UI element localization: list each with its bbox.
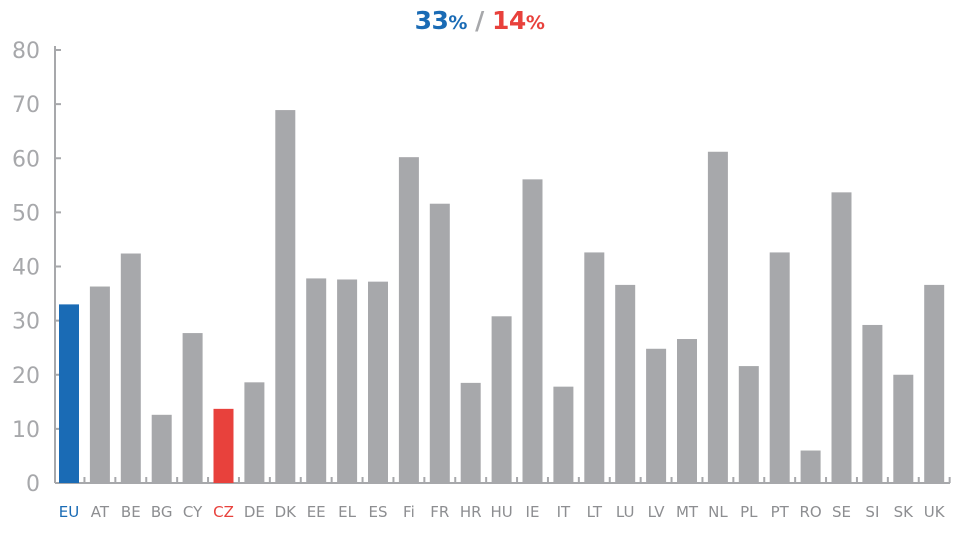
y-tick-label: 0 xyxy=(26,472,40,497)
title-unit-cz: % xyxy=(525,12,545,34)
x-tick-label-mt: MT xyxy=(676,503,699,521)
x-tick-label-cy: CY xyxy=(183,503,203,521)
bar-es xyxy=(368,281,388,483)
bar-uk xyxy=(924,284,945,483)
chart-bars xyxy=(59,110,945,484)
bar-lu xyxy=(615,284,636,483)
x-axis-labels: EU AT BE BG CY CZ DE DK EE EL ES Fi FR HR HU IE IT LT LU LV… xyxy=(59,503,946,521)
x-tick-label-si: SI xyxy=(865,503,879,521)
title-unit-eu: % xyxy=(448,12,467,34)
x-tick-label-lu: LU xyxy=(616,503,635,521)
x-tick-label-at: AT xyxy=(91,503,110,521)
bar-mt xyxy=(677,339,697,483)
x-tick-label-nl: NL xyxy=(708,503,728,521)
x-tick-label-be: BE xyxy=(121,503,141,521)
title-value-cz: 14 xyxy=(492,6,526,35)
y-tick-label: 80 xyxy=(12,39,40,64)
bar-hr xyxy=(460,382,481,483)
bar-cy xyxy=(182,333,203,483)
x-tick-label-dk: DK xyxy=(275,503,298,521)
bar-dk xyxy=(275,110,296,484)
x-tick-label-ie: IE xyxy=(526,503,540,521)
x-tick-label-lv: LV xyxy=(648,503,666,521)
y-tick-label: 50 xyxy=(12,201,40,226)
x-tick-label-cz: CZ xyxy=(213,503,234,521)
bar-pl xyxy=(738,366,759,483)
bar-cz xyxy=(213,408,234,483)
bar-lt xyxy=(584,252,605,483)
title-separator: / xyxy=(475,6,484,35)
x-tick-label-hu: HU xyxy=(490,503,512,521)
bar-ee xyxy=(306,278,327,483)
bar-de xyxy=(244,382,265,483)
y-tick-label: 60 xyxy=(12,147,40,172)
bar-ro xyxy=(800,450,821,483)
y-tick-label: 30 xyxy=(12,310,40,335)
bar-fi xyxy=(398,157,419,484)
bar-it xyxy=(553,386,574,483)
x-tick-label-lt: LT xyxy=(587,503,603,521)
x-tick-label-de: DE xyxy=(244,503,265,521)
bar-eu xyxy=(59,304,79,483)
bar-at xyxy=(89,286,110,483)
bar-bg xyxy=(151,414,172,483)
x-tick-label-pt: PT xyxy=(771,503,790,521)
x-tick-label-sk: SK xyxy=(894,503,915,521)
bar-be xyxy=(120,253,141,483)
bar-lv xyxy=(646,348,667,483)
y-tick-label: 10 xyxy=(12,418,40,443)
bar-el xyxy=(337,279,358,483)
bar-pt xyxy=(769,252,790,483)
x-tick-label-it: IT xyxy=(557,503,571,521)
chart-title: 33% / 14% xyxy=(0,6,959,35)
y-tick-label: 20 xyxy=(12,364,40,389)
bar-ie xyxy=(522,179,543,483)
x-tick-label-se: SE xyxy=(832,503,851,521)
x-tick-label-fr: FR xyxy=(430,503,449,521)
bar-fr xyxy=(429,203,450,483)
bar-hu xyxy=(491,316,512,483)
bar-nl xyxy=(707,151,728,483)
x-tick-label-el: EL xyxy=(338,503,356,521)
x-tick-label-ee: EE xyxy=(307,503,326,521)
x-tick-label-uk: UK xyxy=(924,503,946,521)
bar-si xyxy=(862,324,883,483)
y-tick-label: 70 xyxy=(12,93,40,118)
x-tick-label-bg: BG xyxy=(151,503,173,521)
x-tick-label-fi: Fi xyxy=(403,503,415,521)
y-tick-label: 40 xyxy=(12,256,40,281)
x-tick-label-ro: RO xyxy=(799,503,821,521)
x-tick-label-es: ES xyxy=(369,503,388,521)
title-value-eu: 33 xyxy=(414,6,449,35)
x-tick-label-hr: HR xyxy=(460,503,482,521)
x-tick-label-eu: EU xyxy=(59,503,79,521)
bar-se xyxy=(831,192,852,483)
bar-sk xyxy=(893,374,914,483)
x-tick-label-pl: PL xyxy=(740,503,758,521)
